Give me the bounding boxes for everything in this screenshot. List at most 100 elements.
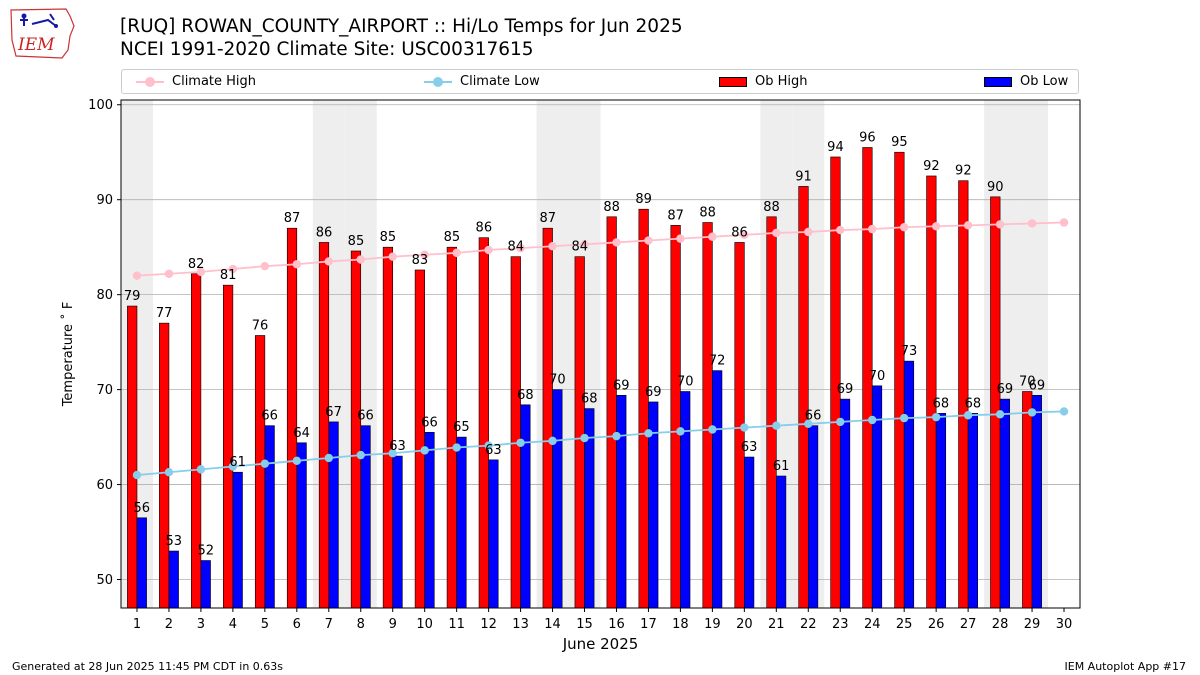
x-tick-label: 12	[480, 617, 497, 632]
ob-low-value-label: 73	[901, 344, 918, 359]
x-tick-label: 21	[768, 617, 785, 632]
ob-low-value-label: 63	[389, 439, 406, 454]
climate-high-swatch	[136, 76, 164, 88]
climate-high-point	[260, 261, 270, 271]
x-tick-label: 19	[704, 617, 721, 632]
ob-low-bar	[999, 398, 1010, 609]
ob-high-swatch	[719, 76, 747, 87]
climate-low-point	[676, 427, 685, 436]
climate-high-point	[132, 271, 142, 280]
ob-low-bar	[839, 398, 851, 609]
climate-high-point	[196, 267, 206, 277]
ob-low-bar	[744, 456, 755, 609]
ob-low-bar	[168, 550, 179, 609]
plot-frame	[120, 99, 1081, 609]
ob-low-bar	[488, 459, 499, 609]
climate-low-point	[1059, 407, 1069, 416]
x-tick-label: 3	[197, 617, 205, 632]
ob-low-value-label: 65	[453, 420, 470, 435]
x-tick-label: 6	[293, 617, 301, 632]
climate-low-point	[708, 425, 717, 434]
climate-high-line	[136, 221, 1065, 277]
ob-low-swatch	[984, 76, 1012, 87]
ob-low-bar	[200, 560, 211, 609]
logo-text: IEM	[17, 35, 55, 55]
climate-low-point	[484, 441, 493, 450]
ob-high-value-label: 96	[859, 130, 876, 145]
climate-low-point	[644, 429, 653, 438]
x-tick-label: 5	[261, 617, 269, 632]
ob-high-bar	[222, 284, 234, 609]
x-tick-label: 25	[896, 617, 913, 632]
climate-high-point	[644, 236, 653, 245]
app-label: IEM Autoplot App #17	[1064, 660, 1187, 673]
legend-label-ob-low: Ob Low	[1020, 74, 1069, 89]
ob-low-value-label: 66	[805, 409, 822, 424]
x-tick-label: 7	[325, 617, 333, 632]
legend-item-ob-low: Ob Low	[984, 70, 1068, 93]
ob-high-value-label: 92	[955, 164, 972, 179]
ob-low-value-label: 63	[741, 440, 758, 455]
ob-low-value-label: 69	[837, 382, 854, 397]
x-tick-label: 23	[832, 617, 849, 632]
ob-low-value-label: 68	[517, 388, 534, 403]
chart-subtitle: NCEI 1991-2020 Climate Site: USC00317615	[120, 39, 534, 60]
ob-high-value-label: 92	[923, 159, 940, 174]
climate-high-point	[324, 257, 333, 266]
ob-high-value-label: 89	[635, 192, 652, 207]
ob-high-bar	[606, 216, 617, 609]
y-axis-label: Temperature ˚ F	[60, 302, 76, 408]
ob-high-value-label: 82	[188, 257, 205, 272]
climate-low-point	[931, 412, 941, 422]
x-tick-label: 9	[389, 617, 397, 632]
ob-high-bar	[766, 216, 777, 609]
legend-item-climate-low: Climate Low	[424, 70, 540, 93]
ob-low-value-label: 66	[261, 409, 278, 424]
x-tick-label: 14	[544, 617, 561, 632]
y-tick-label: 100	[88, 98, 113, 113]
ob-high-value-label: 81	[220, 268, 237, 283]
x-tick-label: 16	[608, 617, 625, 632]
ob-low-bar	[935, 413, 947, 609]
y-tick-label: 50	[96, 573, 113, 588]
y-tick-label: 90	[96, 193, 113, 208]
ob-high-bar	[350, 250, 362, 609]
ob-low-value-label: 53	[165, 534, 182, 549]
ob-high-bar	[127, 305, 138, 609]
ob-high-bar	[318, 242, 330, 609]
legend-label-climate-high: Climate High	[172, 74, 257, 89]
ob-low-value-label: 72	[709, 354, 726, 369]
ob-high-bar	[990, 196, 1001, 609]
ob-low-value-label: 70	[869, 369, 886, 384]
climate-high-point	[228, 264, 238, 274]
x-tick-label: 11	[448, 617, 465, 632]
ob-high-bar	[574, 256, 585, 609]
climate-low-point	[868, 415, 877, 425]
ob-high-value-label: 87	[667, 208, 684, 223]
ob-low-bar	[424, 432, 435, 609]
climate-high-point	[676, 234, 685, 243]
climate-high-point	[836, 225, 845, 235]
climate-low-point	[804, 419, 813, 428]
ob-high-value-label: 70	[1019, 375, 1036, 390]
ob-high-value-label: 76	[252, 318, 269, 333]
ob-low-value-label: 70	[677, 375, 694, 390]
ob-low-bar	[807, 425, 819, 609]
ob-high-value-label: 87	[284, 211, 301, 226]
y-tick-label: 80	[96, 288, 113, 303]
climate-low-point	[1027, 408, 1037, 417]
x-tick-label: 1	[133, 617, 141, 632]
ob-high-bar	[478, 237, 489, 609]
ob-low-bar	[680, 391, 691, 609]
legend-item-ob-high: Ob High	[719, 70, 808, 93]
ob-low-value-label: 61	[773, 459, 790, 474]
x-tick-label: 10	[416, 617, 433, 632]
x-axis-label: June 2025	[562, 635, 639, 653]
ob-low-bar	[903, 360, 915, 609]
x-tick-label: 4	[229, 617, 237, 632]
climate-low-point	[260, 459, 270, 468]
ob-low-value-label: 66	[357, 409, 374, 424]
x-tick-label: 18	[672, 617, 689, 632]
ob-high-bar	[542, 227, 553, 609]
